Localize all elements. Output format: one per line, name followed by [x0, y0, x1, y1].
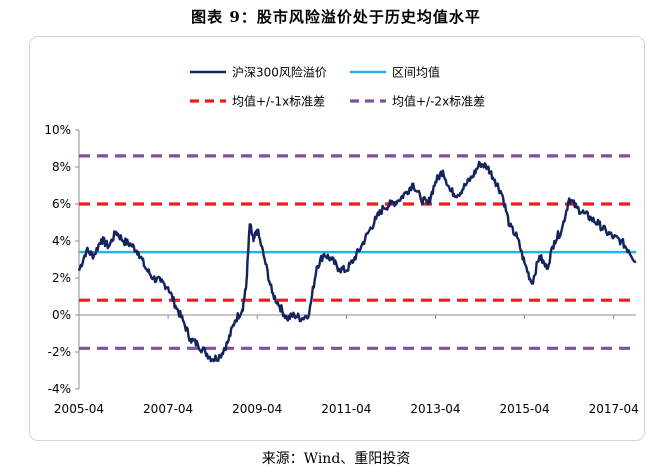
x-tick-label: 2005-04 [54, 402, 104, 416]
y-tick-label: 0% [52, 308, 71, 322]
source-note: 来源：Wind、重阳投资 [261, 451, 411, 467]
y-tick-label: 4% [52, 234, 71, 248]
y-tick-label: 2% [52, 271, 71, 285]
y-tick-label: 8% [52, 160, 71, 174]
legend-std2-label: 均值+/-2x标准差 [392, 94, 485, 109]
x-tick-label: 2009-04 [232, 402, 282, 416]
y-tick-label: -4% [48, 382, 71, 396]
legend-std1-label: 均值+/-1x标准差 [232, 94, 325, 109]
risk-premium-line [77, 160, 637, 363]
series-area [77, 160, 637, 363]
chart-title: 图表 9：股市风险溢价处于历史均值水平 [191, 8, 481, 26]
x-tick-label: 2017-04 [589, 402, 639, 416]
x-tick-label: 2011-04 [321, 402, 371, 416]
x-tick-label: 2007-04 [143, 402, 193, 416]
x-tick-label: 2015-04 [500, 402, 550, 416]
y-tick-label: 6% [52, 197, 71, 211]
y-tick-label: -2% [48, 345, 71, 359]
legend-mean-label: 区间均值 [392, 65, 440, 80]
x-tick-label: 2013-04 [410, 402, 460, 416]
legend-risk-premium-label: 沪深300风险溢价 [232, 65, 327, 80]
y-tick-label: 10% [44, 123, 71, 137]
axes: 10% 8% 6% 4% 2% 0% -2% -4% 2005-04 2007-04 2009-04… [44, 123, 638, 416]
chart-frame [29, 36, 645, 441]
